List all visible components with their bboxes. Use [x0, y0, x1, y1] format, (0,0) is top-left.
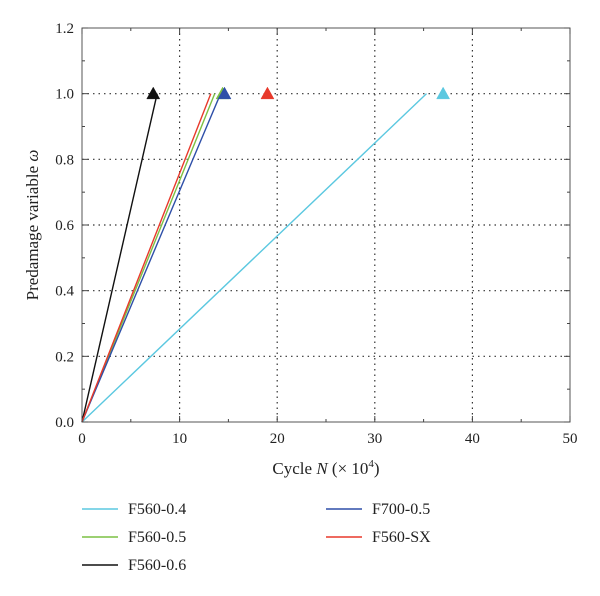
legend-label: F560-SX [372, 529, 431, 546]
x-axis-title-part: ) [374, 459, 380, 478]
y-tick-label: 0.4 [55, 284, 74, 300]
y-tick-label: 0.8 [55, 152, 74, 168]
series-line [81, 93, 222, 423]
series-line [81, 93, 428, 423]
x-tick-label: 10 [172, 431, 187, 447]
legend-label: F700-0.5 [372, 501, 430, 518]
x-axis-title-part: Cycle [272, 459, 316, 478]
legend-label: F560-0.4 [128, 501, 186, 518]
legend-item: F560-0.5 [82, 529, 186, 546]
failure-marker [146, 86, 161, 100]
y-tick-label: 0.0 [55, 415, 74, 431]
tick-labels: 0 10 20 30 40 50 0.0 0.2 0.4 0.6 0.8 1.0 1.2 [55, 21, 577, 447]
legend-item: F560-SX [326, 529, 431, 546]
legend-item: F560-0.4 [82, 501, 186, 518]
axis-ticks [81, 27, 571, 423]
series-line [81, 93, 158, 423]
plot-area-frame [81, 27, 571, 423]
x-axis-title-exponent: 4 [368, 458, 374, 470]
failure-marker [436, 86, 451, 100]
x-tick-label: 20 [270, 431, 285, 447]
x-axis-title-variable: N [315, 459, 329, 478]
y-tick-label: 0.2 [55, 349, 74, 365]
legend-label: F560-0.6 [128, 557, 186, 574]
x-tick-label: 50 [563, 431, 578, 447]
x-tick-label: 0 [78, 431, 86, 447]
failure-marker [260, 86, 275, 100]
x-tick-label: 40 [465, 431, 480, 447]
failure-markers [146, 86, 451, 100]
y-axis-title: Predamage variable ω [23, 150, 42, 301]
series-line [81, 93, 212, 423]
grid-lines [82, 28, 570, 422]
x-axis-title-part: (× 10 [328, 459, 369, 478]
y-axis-title-part: Predamage variable [23, 162, 42, 301]
legend-item: F560-0.6 [82, 557, 186, 574]
legend-item: F700-0.5 [326, 501, 430, 518]
legend-label: F560-0.5 [128, 529, 186, 546]
x-axis-title: Cycle N (× 104) [272, 458, 379, 478]
x-tick-label: 30 [367, 431, 382, 447]
failure-marker [217, 86, 232, 100]
y-tick-label: 1.2 [55, 21, 74, 37]
y-tick-label: 0.6 [55, 218, 74, 234]
series-lines [81, 93, 428, 423]
y-tick-label: 1.0 [55, 87, 74, 103]
y-axis-title-variable: ω [23, 150, 42, 162]
legend: F560-0.4 F560-0.5 F560-0.6 F700-0.5 F560-SX [82, 501, 431, 574]
